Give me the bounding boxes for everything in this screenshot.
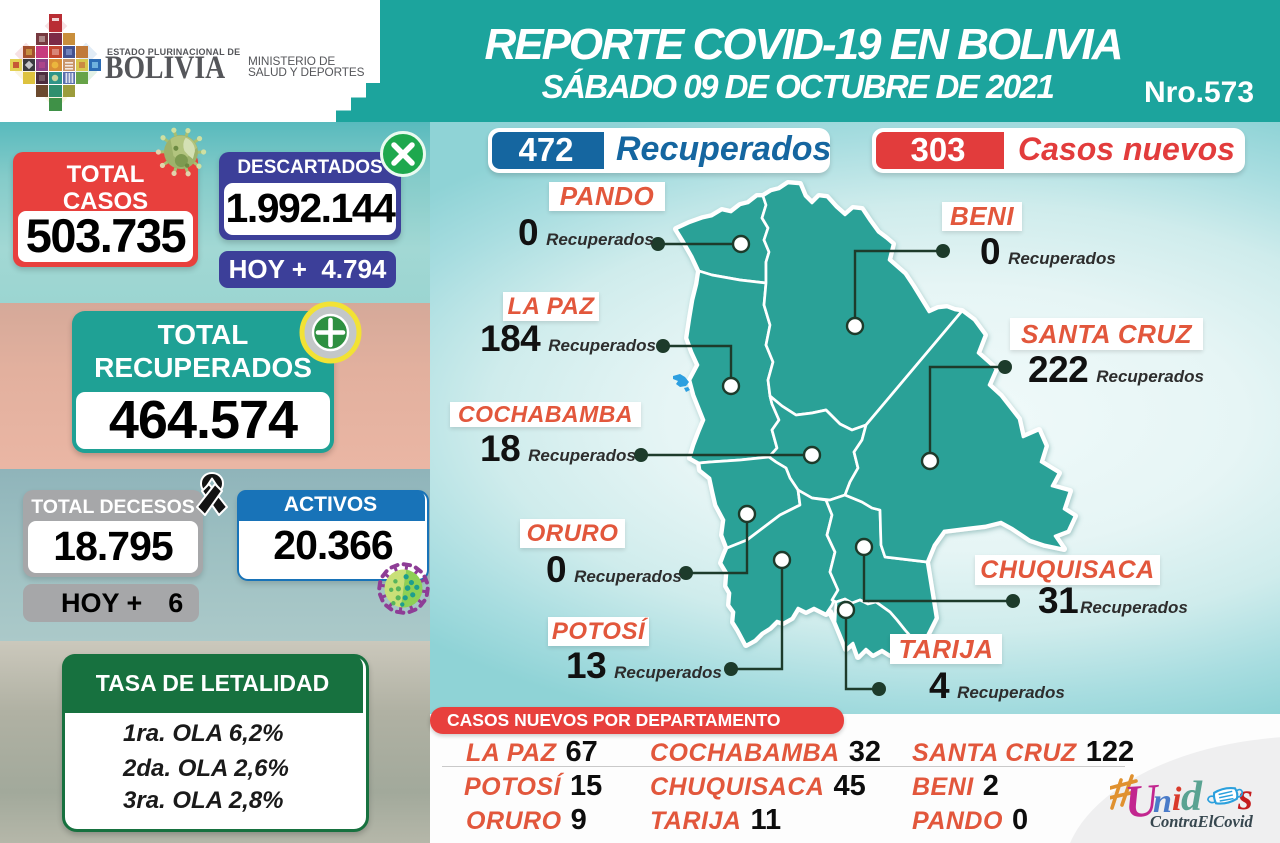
svg-text:n: n <box>1153 783 1172 820</box>
svg-text:d: d <box>1181 774 1203 820</box>
svg-text:U: U <box>1123 774 1162 827</box>
svg-text:i: i <box>1172 781 1182 818</box>
svg-text:ContraElCovid: ContraElCovid <box>1150 812 1253 831</box>
svg-text:s: s <box>1237 776 1253 818</box>
